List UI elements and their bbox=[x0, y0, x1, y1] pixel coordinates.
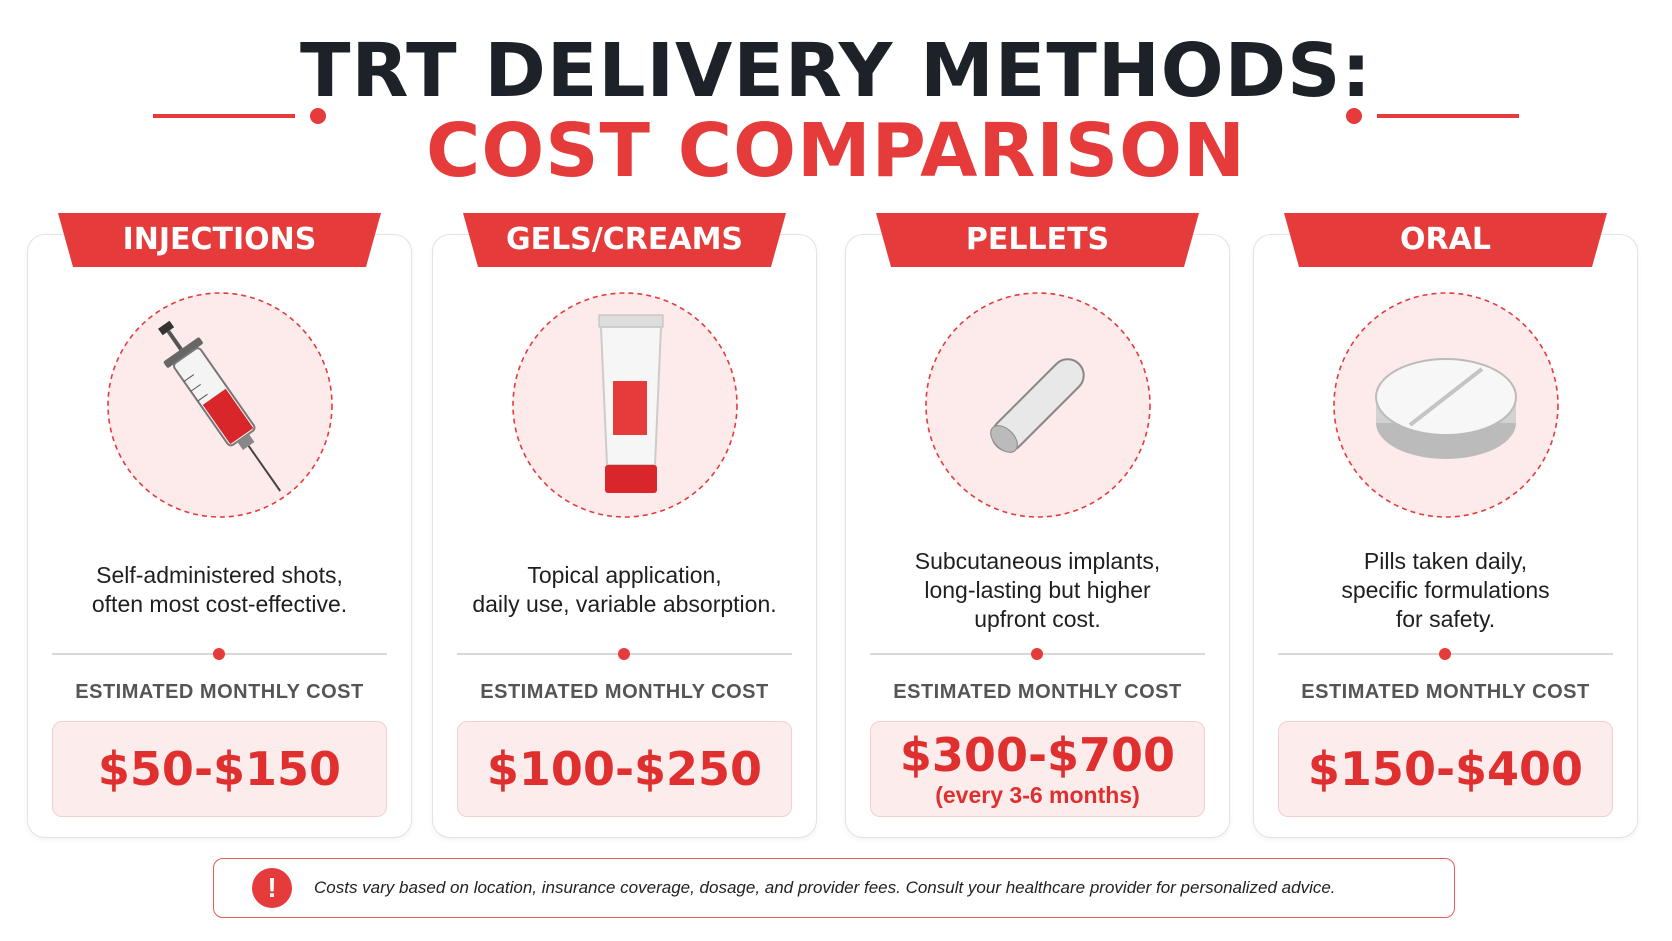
cost-label: ESTIMATED MONTHLY COST bbox=[480, 681, 769, 703]
description-line: daily use, variable absorption. bbox=[472, 591, 777, 617]
tab-shape bbox=[1284, 213, 1607, 267]
description: Pills taken daily, specific formulations f… bbox=[1264, 535, 1627, 645]
divider-dot bbox=[213, 648, 225, 660]
cost-box: $100-$250 bbox=[457, 721, 792, 817]
tab-label: GELS/CREAMS bbox=[505, 222, 744, 257]
cost-note: (every 3-6 months) bbox=[935, 782, 1140, 808]
description-line: upfront cost. bbox=[974, 605, 1101, 632]
description-line: long-lasting but higher bbox=[924, 576, 1151, 603]
icon-art bbox=[1333, 292, 1559, 518]
description-line: Subcutaneous implants, bbox=[914, 547, 1161, 574]
footer-note: Costs vary based on location, insurance … bbox=[314, 878, 1336, 897]
description-line: specific formulations bbox=[1341, 576, 1550, 603]
description-line: Self-administered shots, bbox=[96, 562, 343, 588]
icon-art bbox=[925, 292, 1151, 518]
description: Subcutaneous implants, long-lasting but h… bbox=[856, 535, 1219, 645]
tab: INJECTIONS bbox=[58, 213, 381, 267]
description-line: often most cost-effective. bbox=[91, 591, 348, 617]
tab-label: ORAL bbox=[1400, 222, 1491, 257]
card: GELS/CREAMS Topical application, daily us… bbox=[432, 213, 817, 838]
cost: $300-$700 bbox=[899, 728, 1176, 782]
tab: PELLETS bbox=[876, 213, 1199, 267]
divider-dot bbox=[618, 648, 630, 660]
description-line: Topical application, bbox=[527, 562, 722, 588]
description-line: for safety. bbox=[1395, 605, 1496, 632]
tab-label: INJECTIONS bbox=[122, 222, 317, 257]
icon-art bbox=[512, 292, 738, 518]
cost-label: ESTIMATED MONTHLY COST bbox=[1301, 681, 1590, 703]
tab: GELS/CREAMS bbox=[463, 213, 786, 267]
subtitle: COST COMPARISON bbox=[426, 108, 1246, 194]
decor-line bbox=[153, 114, 295, 118]
icon-art bbox=[107, 292, 333, 518]
cost-box: $50-$150 bbox=[52, 721, 387, 817]
cost-label: ESTIMATED MONTHLY COST bbox=[75, 681, 364, 703]
decor-line bbox=[1377, 114, 1519, 118]
cost-box: $150-$400 bbox=[1278, 721, 1613, 817]
tab-shape bbox=[876, 213, 1199, 267]
description-line: Pills taken daily, bbox=[1363, 547, 1528, 574]
tab-shape bbox=[58, 213, 381, 267]
cost: $50-$150 bbox=[97, 742, 342, 796]
icon bbox=[1326, 285, 1566, 530]
cost: $100-$250 bbox=[486, 742, 763, 796]
icon bbox=[505, 285, 745, 530]
cost: $150-$400 bbox=[1307, 742, 1584, 796]
card: INJECTIONS Self-administered shots, often… bbox=[27, 213, 412, 838]
decor-dot bbox=[1346, 108, 1362, 124]
description: Topical application, daily use, variable … bbox=[443, 535, 806, 645]
icon bbox=[100, 285, 340, 530]
tab: ORAL bbox=[1284, 213, 1607, 267]
footer: ! Costs vary based on location, insuranc… bbox=[213, 858, 1455, 918]
alert-icon: ! bbox=[252, 868, 292, 908]
description: Self-administered shots, often most cost-… bbox=[38, 535, 401, 645]
title: TRT DELIVERY METHODS: bbox=[300, 28, 1372, 114]
icon bbox=[918, 285, 1158, 530]
card: PELLETS Subcutaneous implants, long-lasti… bbox=[845, 213, 1230, 838]
tab-shape bbox=[463, 213, 786, 267]
divider-dot bbox=[1439, 648, 1451, 660]
cost-box: $300-$700 (every 3-6 months) bbox=[870, 721, 1205, 817]
card: ORAL Pills taken daily, specific formulat… bbox=[1253, 213, 1638, 838]
cost-label: ESTIMATED MONTHLY COST bbox=[893, 681, 1182, 703]
divider-dot bbox=[1031, 648, 1043, 660]
decor-dot bbox=[310, 108, 326, 124]
tab-label: PELLETS bbox=[965, 222, 1110, 257]
